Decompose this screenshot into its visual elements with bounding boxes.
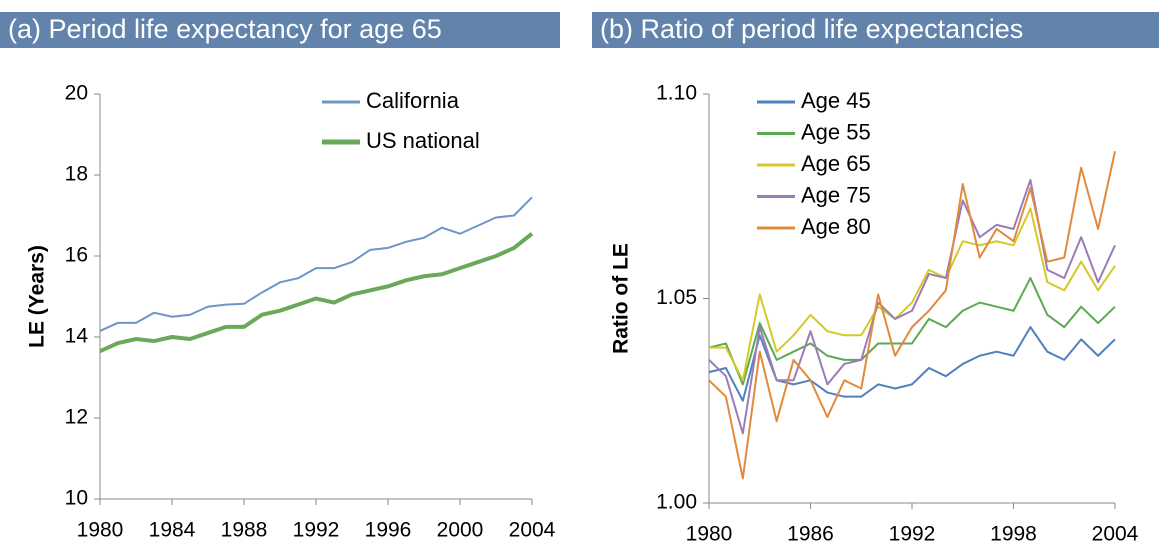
x-tick-label: 1988 bbox=[221, 519, 268, 542]
y-axis-label: LE (Years) bbox=[26, 245, 49, 348]
series-line bbox=[708, 277, 1116, 386]
x-tick-label: 1996 bbox=[365, 519, 412, 542]
y-tick-label: 14 bbox=[65, 325, 89, 348]
panel-title: (a) Period life expectancy for age 65 bbox=[8, 14, 442, 44]
panel-title: (b) Ratio of period life expectancies bbox=[600, 14, 1023, 44]
y-tick-label: 1.05 bbox=[656, 286, 697, 309]
legend-label: California bbox=[366, 88, 460, 113]
legend-label: Age 65 bbox=[801, 151, 871, 176]
x-tick-label: 2004 bbox=[509, 519, 556, 542]
legend-label: US national bbox=[366, 128, 480, 153]
legend-label: Age 75 bbox=[801, 182, 871, 207]
x-tick-label: 1980 bbox=[77, 519, 124, 542]
legend-label: Age 55 bbox=[801, 119, 871, 144]
y-tick-label: 12 bbox=[65, 406, 88, 429]
x-tick-label: 1980 bbox=[686, 523, 733, 546]
y-tick-label: 10 bbox=[65, 487, 88, 510]
x-tick-label: 1992 bbox=[889, 523, 936, 546]
y-tick-label: 18 bbox=[65, 163, 88, 186]
panel-header bbox=[0, 12, 560, 48]
y-tick-label: 1.00 bbox=[656, 491, 697, 514]
legend-label: Age 45 bbox=[801, 88, 871, 113]
y-tick-label: 20 bbox=[65, 82, 88, 105]
y-tick-label: 16 bbox=[65, 244, 88, 267]
series-line bbox=[708, 151, 1116, 480]
x-tick-label: 1986 bbox=[787, 523, 834, 546]
x-tick-label: 1984 bbox=[149, 519, 196, 542]
x-tick-label: 2004 bbox=[1092, 523, 1139, 546]
y-tick-label: 1.10 bbox=[656, 82, 697, 105]
series-line bbox=[99, 232, 534, 353]
x-tick-label: 1998 bbox=[990, 523, 1037, 546]
panel-header bbox=[592, 12, 1159, 48]
x-tick-label: 1992 bbox=[293, 519, 340, 542]
x-tick-label: 2000 bbox=[437, 519, 484, 542]
series-line bbox=[708, 178, 1116, 435]
series-line bbox=[709, 207, 1116, 382]
series-line bbox=[99, 196, 533, 332]
y-axis-label: Ratio of LE bbox=[610, 243, 633, 354]
legend-label: Age 80 bbox=[801, 214, 871, 239]
